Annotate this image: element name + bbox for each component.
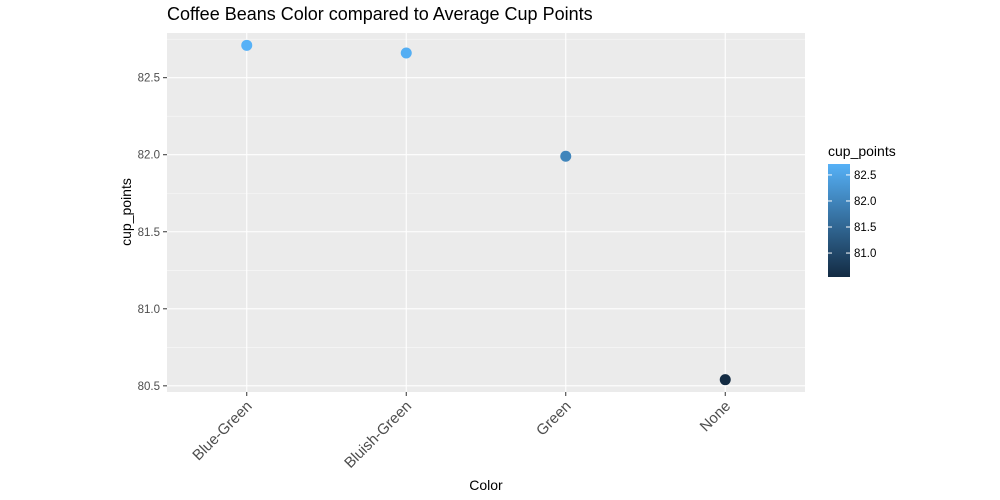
data-point bbox=[560, 150, 572, 162]
y-tick-label: 82.0 bbox=[138, 150, 160, 162]
colorbar-legend: cup_points 81.0 81.5 82.0 82.5 bbox=[828, 143, 896, 277]
colorbar-tick-label: 81.0 bbox=[854, 248, 876, 260]
colorbar-tick-label: 82.5 bbox=[854, 170, 876, 182]
y-axis-ticks: 80.5 81.0 81.5 82.0 82.5 bbox=[138, 73, 167, 393]
minor-gridlines bbox=[167, 38, 805, 348]
y-tick-label: 80.5 bbox=[138, 381, 160, 393]
colorbar-tick-label: 82.0 bbox=[854, 196, 876, 208]
x-axis-ticks: Blue-Green Bluish-Green Green None bbox=[189, 392, 734, 472]
data-point bbox=[241, 39, 253, 51]
x-tick-label: None bbox=[697, 398, 734, 435]
data-point bbox=[719, 374, 731, 386]
colorbar bbox=[828, 164, 850, 277]
x-axis-title: Color bbox=[469, 477, 503, 493]
data-points bbox=[241, 39, 731, 386]
x-tick-label: Blue-Green bbox=[189, 398, 255, 464]
x-tick-label: Green bbox=[533, 398, 575, 440]
data-point bbox=[400, 47, 412, 59]
y-tick-label: 81.5 bbox=[138, 227, 160, 239]
major-gridlines bbox=[167, 33, 805, 392]
legend-title: cup_points bbox=[828, 143, 896, 159]
plot-panel bbox=[167, 33, 805, 392]
y-axis-title: cup_points bbox=[118, 178, 134, 246]
y-tick-label: 81.0 bbox=[138, 304, 160, 316]
chart-title: Coffee Beans Color compared to Average C… bbox=[167, 4, 593, 24]
colorbar-ticks: 81.0 81.5 82.0 82.5 bbox=[828, 170, 876, 260]
x-tick-label: Bluish-Green bbox=[341, 398, 415, 472]
colorbar-tick-label: 81.5 bbox=[854, 222, 876, 234]
y-tick-label: 82.5 bbox=[138, 73, 160, 85]
